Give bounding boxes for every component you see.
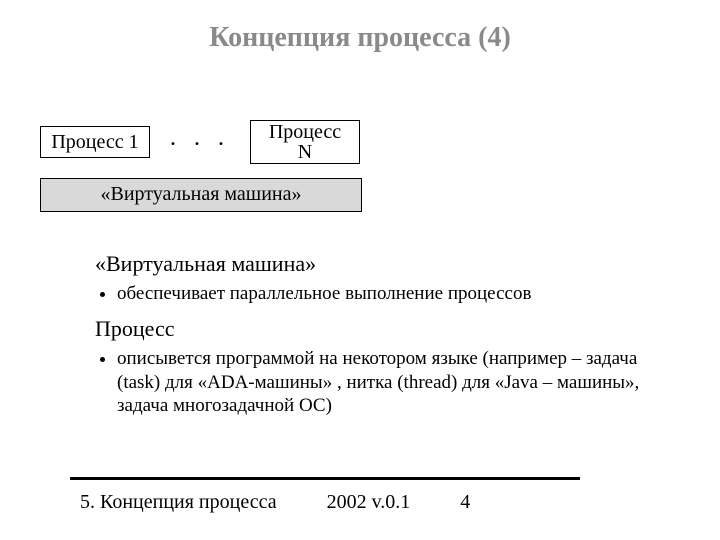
vm-bullet: обеспечивает параллельное выполнение про… xyxy=(117,282,655,306)
footer-page: 4 xyxy=(460,491,470,514)
diagram-top-row: Процесс 1 . . . Процесс N xyxy=(40,120,380,164)
process-bullet-list: описывется программой на некотором языке… xyxy=(95,347,655,418)
process-bullet: описывется программой на некотором языке… xyxy=(117,347,655,418)
process-heading: Процесс xyxy=(95,315,655,343)
diagram: Процесс 1 . . . Процесс N «Виртуальная м… xyxy=(40,120,380,212)
body-text: «Виртуальная машина» обеспечивает паралл… xyxy=(95,250,655,428)
slide-title: Концепция процесса (4) xyxy=(0,22,720,54)
footer: 5. Концепция процесса 2002 v.0.1 4 xyxy=(80,491,640,514)
virtual-machine-box: «Виртуальная машина» xyxy=(40,178,362,212)
footer-divider xyxy=(70,477,580,480)
process-n-line2: N xyxy=(251,142,359,162)
ellipsis: . . . xyxy=(150,128,250,148)
process-1-box: Процесс 1 xyxy=(40,126,150,158)
vm-bullet-list: обеспечивает параллельное выполнение про… xyxy=(95,282,655,306)
footer-center: 2002 v.0.1 xyxy=(327,491,411,514)
footer-left: 5. Концепция процесса xyxy=(80,491,277,514)
process-n-box: Процесс N xyxy=(250,120,360,164)
vm-heading: «Виртуальная машина» xyxy=(95,250,655,278)
slide: Концепция процесса (4) Процесс 1 . . . П… xyxy=(0,0,720,540)
process-n-line1: Процесс xyxy=(251,122,359,142)
